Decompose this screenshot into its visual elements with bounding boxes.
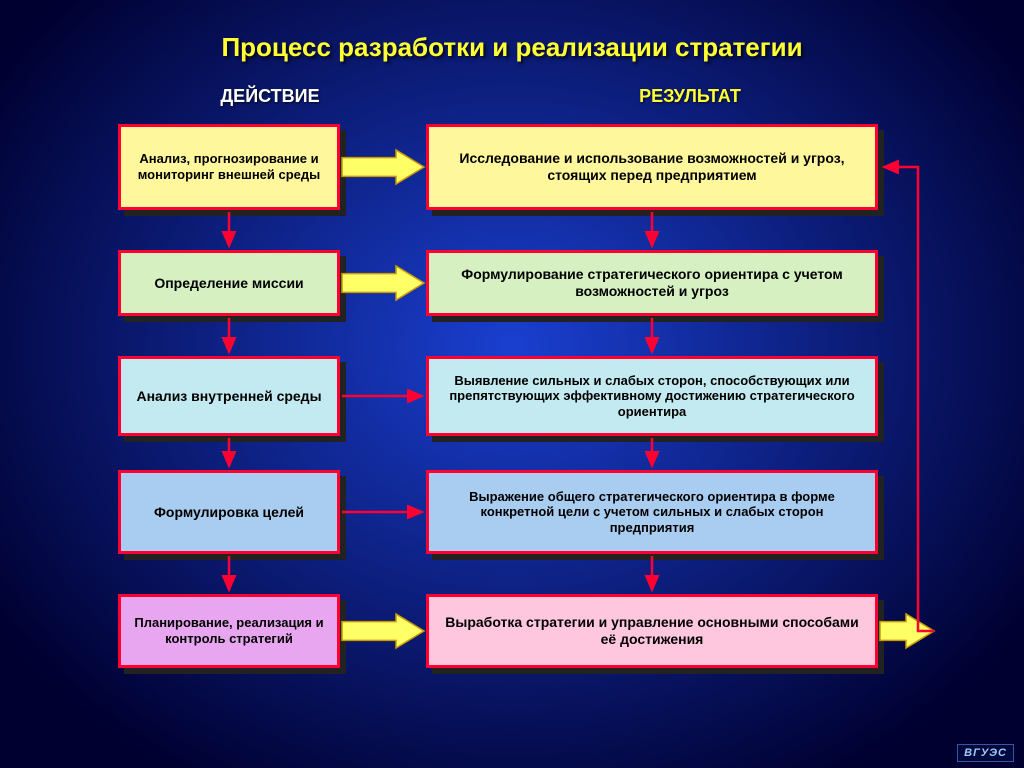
action-box-2: Анализ внутренней среды xyxy=(118,356,340,436)
action-box-1: Определение миссии xyxy=(118,250,340,316)
result-box-1: Формулирование стратегического ориентира… xyxy=(426,250,878,316)
column-header-result: РЕЗУЛЬТАТ xyxy=(520,86,860,107)
result-box-3: Выражение общего стратегического ориенти… xyxy=(426,470,878,554)
column-header-action: ДЕЙСТВИЕ xyxy=(160,86,380,107)
logo-badge: ВГУЭС xyxy=(957,744,1014,762)
result-box-4: Выработка стратегии и управление основны… xyxy=(426,594,878,668)
block-arrow xyxy=(880,614,934,648)
slide-title: Процесс разработки и реализации стратеги… xyxy=(0,32,1024,63)
action-box-3: Формулировка целей xyxy=(118,470,340,554)
block-arrow xyxy=(342,266,424,300)
action-box-4: Планирование, реализация и контроль стра… xyxy=(118,594,340,668)
feedback-arrow xyxy=(884,167,934,631)
result-box-2: Выявление сильных и слабых сторон, спосо… xyxy=(426,356,878,436)
block-arrow xyxy=(342,614,424,648)
block-arrow xyxy=(342,150,424,184)
action-box-0: Анализ, прогнозирование и мониторинг вне… xyxy=(118,124,340,210)
diagram-stage: Процесс разработки и реализации стратеги… xyxy=(0,0,1024,768)
result-box-0: Исследование и использование возможносте… xyxy=(426,124,878,210)
